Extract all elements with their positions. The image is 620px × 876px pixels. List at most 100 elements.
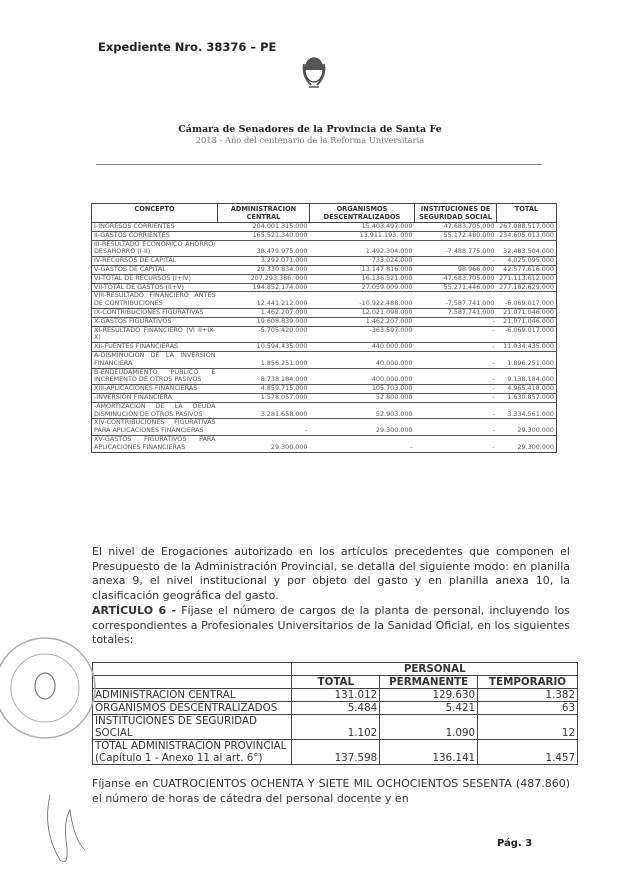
cell-total: 21.071.046.000 — [496, 317, 557, 327]
table-row: -AMORTIZACIÓN DE LA DEUDA DISMINUCIÓN DE… — [91, 402, 557, 420]
blank-cell — [91, 675, 293, 689]
table-row: VI-TOTAL DE RECURSOS (I+IV) 207.293.386. … — [91, 274, 557, 284]
cell-total: -6.069.017.000 — [496, 326, 557, 344]
expediente-number: Expediente Nro. 38376 – PE — [98, 40, 277, 54]
cell-organismo: TOTAL ADMINISTRACIÓN PROVINCIAL (Capítul… — [91, 739, 293, 765]
cell-instituciones: - — [414, 402, 497, 420]
cell-total: -6.069.017.000 — [496, 291, 557, 309]
cell-instituciones: - — [414, 326, 497, 344]
cell-admin-central: 10.594.435.000 — [217, 342, 310, 352]
cell-admin-central: 3.281.658.000 — [217, 402, 310, 420]
col-header-admin-central: ADMINISTRACION CENTRAL — [217, 203, 310, 223]
cell-concepto: XIII-APLICACIONES FINANCIERAS — [91, 384, 218, 394]
cell-concepto: IX-CONTRIBUCIONES FIGURATIVAS — [91, 308, 218, 318]
cell-organismo: INSTITUCIONES DE SEGURIDAD SOCIAL — [91, 714, 293, 740]
cell-instituciones: 47.683.705.000 — [414, 222, 497, 232]
article-text: Fíjase el número de cargos de la planta … — [92, 604, 570, 646]
cell-admin-central: 3.292.071.000 — [217, 256, 310, 266]
cell-total: 11.034.435.000 — [496, 342, 557, 352]
cell-concepto: XI-RESULTADO FINANCIERO (VI II+IX-X) — [91, 326, 218, 344]
table-row: III-RESULTADO ECONÓMICO AHORRO/ DESAHORR… — [91, 240, 557, 258]
cell-total: 42.577.616.000 — [496, 265, 557, 275]
cell-organismos: 29.300.000 — [309, 418, 415, 436]
table-row: V-GASTOS DE CAPITAL 29.330.834.000 13.147.… — [91, 265, 557, 275]
header-divider — [96, 164, 542, 165]
cell-organismos: 1.492.304.000 — [309, 240, 415, 258]
cell-organismos: - — [309, 435, 415, 453]
cell-organismos: 733.024.000 — [309, 256, 415, 266]
table-row: I-INGRESOS CORRIENTES 204.001.315.000 15.4… — [91, 222, 557, 232]
cell-concepto: B-ENDEUDAMIENTO PÚBLICO E INCREMENTO DE … — [91, 368, 218, 386]
cell-admin-central: -5.705.420.000 — [217, 326, 310, 344]
cell-admin-central: 204.001.315.000 — [217, 222, 310, 232]
cell-permanente: 136.141 — [379, 739, 479, 765]
cell-concepto: VI-TOTAL DE RECURSOS (I+IV) — [91, 274, 218, 284]
cell-concepto: III-RESULTADO ECONÓMICO AHORRO/ DESAHORR… — [91, 240, 218, 258]
cell-total: 21.071.046.000 — [496, 308, 557, 318]
cell-permanente: 5.421 — [379, 701, 479, 715]
cell-organismos: 13.147.816.000 — [309, 265, 415, 275]
cell-admin-central: 38.479.975.000 — [217, 240, 310, 258]
table-row: XIII-APLICACIONES FINANCIERAS 4.859.715.0… — [91, 384, 557, 394]
budget-table: CONCEPTO ADMINISTRACION CENTRAL ORGANISM… — [91, 203, 557, 453]
cell-admin-central: 1.578.057.000 — [217, 393, 310, 403]
table-row: XII-FUENTES FINANCIERAS 10.594.435.000 440… — [91, 342, 557, 352]
cell-instituciones: -7.587.741.000 — [414, 291, 497, 309]
province-crest-icon — [302, 57, 326, 88]
cell-instituciones: - — [414, 384, 497, 394]
cell-organismos: -10.922.488.000 — [309, 291, 415, 309]
col-header-instituciones: INSTITUCIONES DE SEGURIDAD SOCIAL — [414, 203, 497, 223]
cell-instituciones: 55.172.480.000 — [414, 231, 497, 241]
cell-organismos: 105.703.000 — [309, 384, 415, 394]
chamber-title: Cámara de Senadores de la Provincia de S… — [178, 124, 442, 135]
cell-admin-central: 194.852.174.000 — [217, 283, 310, 293]
cell-instituciones: - — [414, 317, 497, 327]
table-row: II-GASTOS CORRIENTES 165.521.340.000 13.91… — [91, 231, 557, 241]
cell-organismos: 400.000.000 — [309, 368, 415, 386]
cell-total: 137.598 — [291, 739, 381, 765]
cell-temporario: 1.382 — [477, 688, 578, 702]
table-row: VII-TOTAL DE GASTOS (II+V) 194.852.174.00… — [91, 283, 557, 293]
cell-admin-central: 29.330.834.000 — [217, 265, 310, 275]
signature-icon — [47, 794, 86, 863]
cell-temporario: 1.457 — [477, 739, 578, 765]
cell-organismos: -363.597.000 — [309, 326, 415, 344]
cell-concepto: I-INGRESOS CORRIENTES — [91, 222, 218, 232]
cell-concepto: X-GASTOS FIGURATIVOS — [91, 317, 218, 327]
official-stamp-icon — [0, 637, 96, 739]
cell-organismos: 1.462.207.000 — [309, 317, 415, 327]
cell-instituciones: - — [414, 393, 497, 403]
cell-concepto: -AMORTIZACIÓN DE LA DEUDA DISMINUCIÓN DE… — [91, 402, 218, 420]
cell-permanente: 129.630 — [379, 688, 479, 702]
cell-organismos: 12.021.098.000 — [309, 308, 415, 318]
table-row: VIII-RESULTADO FINANCIERO ANTES DE CONTR… — [91, 291, 557, 309]
cell-total: 29.300.000 — [496, 418, 557, 436]
cell-temporario: 12 — [477, 714, 578, 740]
cell-concepto: XIV-CONTRIBUCIONES FIGURATIVAS PARA APLI… — [91, 419, 218, 436]
col-header-total: TOTAL — [291, 675, 381, 689]
cell-temporario: 63 — [477, 701, 578, 715]
cell-instituciones: - — [414, 418, 497, 436]
cell-instituciones: - — [414, 368, 497, 386]
cell-admin-central: - — [217, 418, 310, 436]
cell-instituciones: - — [414, 342, 497, 352]
cell-total: 234.605.013.000 — [496, 231, 557, 241]
table-row: X-GASTOS FIGURATIVOS 19.608.839.000 1.462.… — [91, 317, 557, 327]
cell-total: 5.484 — [291, 701, 381, 715]
cell-concepto: IV-RECURSOS DE CAPITAL — [91, 256, 218, 266]
cell-concepto: VIII-RESULTADO FINANCIERO ANTES DE CONTR… — [91, 292, 218, 309]
cell-concepto: XV-GASTOS FIGURATIVOS PARA APLICACIONES … — [91, 435, 218, 453]
cell-total: 1.102 — [291, 714, 381, 740]
table-row: -INVERSION FINANCIERA 1.578.057.000 52.800… — [91, 393, 557, 403]
cell-organismos: 16.136.521.000 — [309, 274, 415, 284]
cell-organismos: 27.059.009.000 — [309, 283, 415, 293]
cell-admin-central: 207.293.386. 000 — [217, 274, 310, 284]
paragraph-erogaciones: El nivel de Erogaciones autorizado en lo… — [92, 545, 570, 602]
cell-organismos: 13.911.193. 000 — [309, 231, 415, 241]
table-row: IX-CONTRIBUCIONES FIGURATIVAS 1.462.207.0… — [91, 308, 557, 318]
table-row: XI-RESULTADO FINANCIERO (VI II+IX-X) -5.7… — [91, 326, 557, 344]
cell-total: 29.300.000 — [496, 435, 557, 453]
cell-instituciones: 7.587.741.000 — [414, 308, 497, 318]
cell-instituciones: 55.271.446.000 — [414, 283, 497, 293]
cell-organismos: 440.000.000 — [309, 342, 415, 352]
